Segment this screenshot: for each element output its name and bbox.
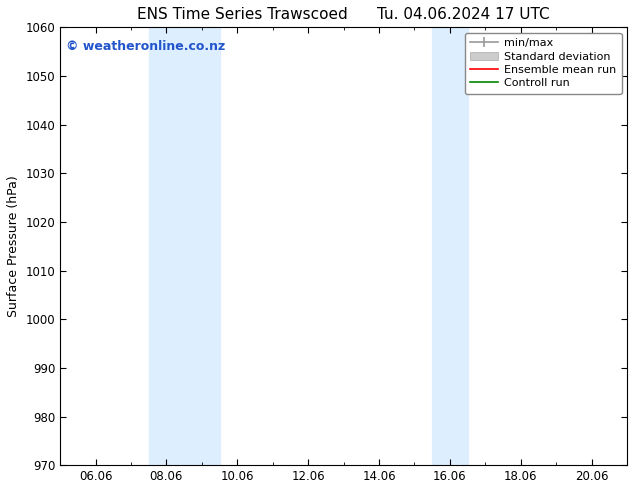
Text: © weatheronline.co.nz: © weatheronline.co.nz: [66, 40, 225, 53]
Legend: min/max, Standard deviation, Ensemble mean run, Controll run: min/max, Standard deviation, Ensemble me…: [465, 33, 621, 94]
Title: ENS Time Series Trawscoed      Tu. 04.06.2024 17 UTC: ENS Time Series Trawscoed Tu. 04.06.2024…: [138, 7, 550, 22]
Bar: [432, 27, 468, 465]
Bar: [149, 27, 219, 465]
Y-axis label: Surface Pressure (hPa): Surface Pressure (hPa): [7, 175, 20, 317]
